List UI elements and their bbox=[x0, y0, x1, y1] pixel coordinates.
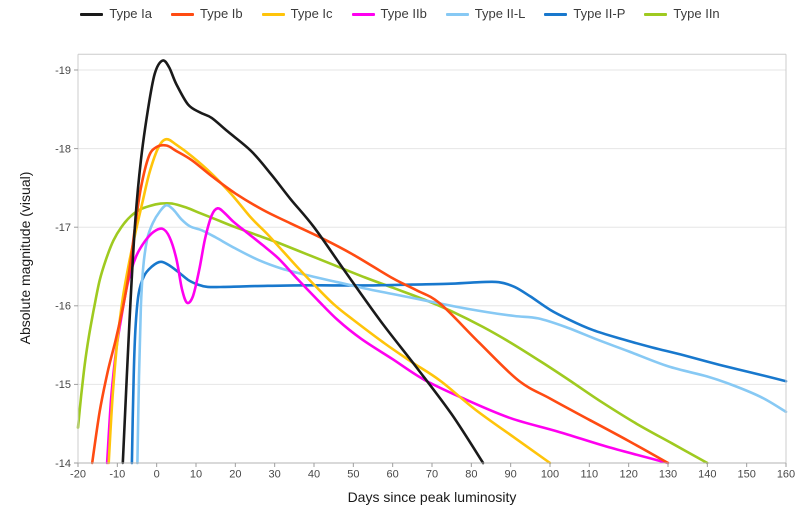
x-tick-label-20: 20 bbox=[229, 469, 241, 481]
x-tick-label-160: 160 bbox=[777, 469, 795, 481]
x-axis-title: Days since peak luminosity bbox=[347, 489, 517, 505]
series-line-type-ii-p bbox=[130, 260, 788, 465]
tick-labels: -20 -10 0 10 20 30 40 50 60 70 80 90 100 110 120 130 140… bbox=[55, 65, 795, 481]
legend-swatch bbox=[351, 12, 375, 16]
y-axis-title: Absolute magnitude (visual) bbox=[17, 171, 33, 345]
legend-item-type-iin: Type IIn bbox=[644, 6, 720, 22]
x-tick-label-90: 90 bbox=[505, 469, 517, 481]
x-tick-label--10: -10 bbox=[109, 469, 125, 481]
x-tick-label-120: 120 bbox=[619, 469, 637, 481]
series-lines bbox=[76, 59, 788, 465]
x-tick-label-130: 130 bbox=[659, 469, 677, 481]
legend-swatch bbox=[170, 12, 194, 16]
series-line-type-iin bbox=[76, 201, 709, 465]
x-tick-label-0: 0 bbox=[154, 469, 160, 481]
legend-label: Type Ic bbox=[290, 6, 333, 21]
y-tick-label--17: -17 bbox=[55, 222, 71, 234]
legend-swatch bbox=[445, 12, 469, 16]
legend-label: Type II-P bbox=[573, 6, 626, 21]
x-tick-label-60: 60 bbox=[387, 469, 399, 481]
legend-item-type-ib: Type Ib bbox=[170, 6, 243, 22]
series-line-type-iib bbox=[105, 206, 670, 465]
y-tick-label--15: -15 bbox=[55, 379, 71, 391]
legend-swatch bbox=[544, 12, 568, 16]
x-tick-label-70: 70 bbox=[426, 469, 438, 481]
series-line-type-ii-l bbox=[136, 203, 788, 465]
legend-label: Type II-L bbox=[474, 6, 526, 21]
x-tick-label-40: 40 bbox=[308, 469, 320, 481]
legend-label: Type IIb bbox=[380, 6, 427, 21]
y-tick-label--16: -16 bbox=[55, 301, 71, 313]
x-tick-label-150: 150 bbox=[737, 469, 755, 481]
legend-item-type-ii-l: Type II-L bbox=[445, 6, 526, 22]
x-tick-label-140: 140 bbox=[698, 469, 716, 481]
x-tick-label--20: -20 bbox=[70, 469, 86, 481]
x-tick-label-110: 110 bbox=[581, 469, 599, 481]
x-tick-label-80: 80 bbox=[465, 469, 477, 481]
x-tick-label-10: 10 bbox=[190, 469, 202, 481]
legend-label: Type IIn bbox=[673, 6, 720, 21]
legend-item-type-ii-p: Type II-P bbox=[544, 6, 625, 22]
legend: Type Ia Type Ib Type Ic Type IIb Type II-L Ty… bbox=[0, 6, 800, 22]
legend-label: Type Ia bbox=[109, 6, 152, 21]
series-line-type-ib bbox=[90, 143, 670, 465]
legend-item-type-iib: Type IIb bbox=[351, 6, 427, 22]
legend-item-type-ia: Type Ia bbox=[80, 6, 152, 22]
x-tick-label-100: 100 bbox=[541, 469, 559, 481]
legend-swatch bbox=[644, 12, 668, 16]
y-tick-label--18: -18 bbox=[55, 143, 71, 155]
x-tick-label-50: 50 bbox=[347, 469, 359, 481]
series-line-type-ia bbox=[121, 59, 485, 465]
legend-swatch bbox=[80, 12, 104, 16]
x-tick-label-30: 30 bbox=[269, 469, 281, 481]
legend-swatch bbox=[261, 12, 285, 16]
y-tick-label--19: -19 bbox=[55, 65, 71, 77]
gridlines bbox=[78, 69, 786, 385]
legend-item-type-ic: Type Ic bbox=[261, 6, 333, 22]
axes bbox=[77, 53, 787, 464]
legend-label: Type Ib bbox=[199, 6, 243, 21]
series-line-type-ic bbox=[107, 137, 552, 465]
y-tick-label--14: -14 bbox=[55, 458, 71, 470]
